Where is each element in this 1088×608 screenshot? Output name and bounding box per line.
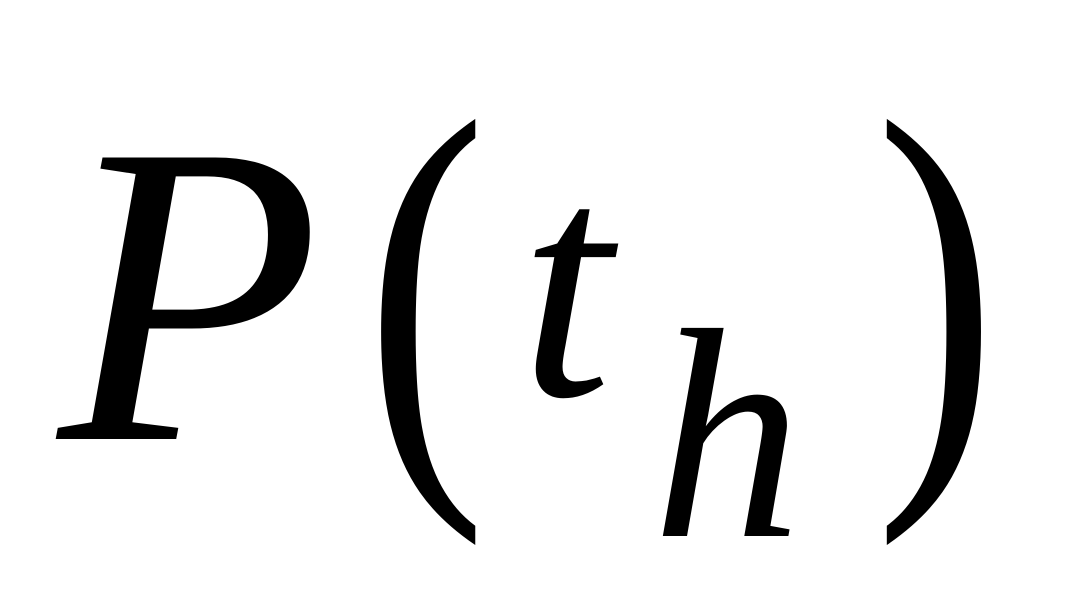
function-name-symbol: P [58,57,321,533]
open-parenthesis: ( [365,26,488,547]
close-parenthesis: ) [875,26,998,547]
subscript-symbol: h [652,269,802,601]
variable-symbol: t [520,102,612,467]
